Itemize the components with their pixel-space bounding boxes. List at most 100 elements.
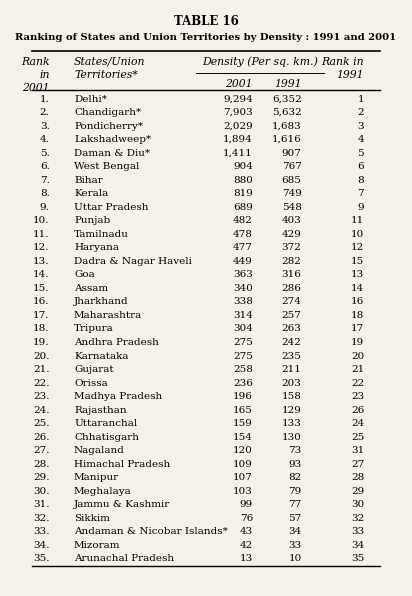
Text: 35.: 35. <box>33 554 50 563</box>
Text: 26: 26 <box>351 406 364 415</box>
Text: 13.: 13. <box>33 257 50 266</box>
Text: 282: 282 <box>282 257 302 266</box>
Text: 5,632: 5,632 <box>272 108 302 117</box>
Text: 29.: 29. <box>33 473 50 482</box>
Text: Punjab: Punjab <box>74 216 110 225</box>
Text: 2,029: 2,029 <box>223 122 253 131</box>
Text: States/Union: States/Union <box>74 57 145 67</box>
Text: 363: 363 <box>233 271 253 280</box>
Text: Delhi*: Delhi* <box>74 95 107 104</box>
Text: 372: 372 <box>282 243 302 252</box>
Text: 17.: 17. <box>33 311 50 320</box>
Text: 819: 819 <box>233 189 253 198</box>
Text: 9.: 9. <box>40 203 50 212</box>
Text: 477: 477 <box>233 243 253 252</box>
Text: 749: 749 <box>282 189 302 198</box>
Text: 27.: 27. <box>33 446 50 455</box>
Text: 27: 27 <box>351 460 364 468</box>
Text: Madhya Pradesh: Madhya Pradesh <box>74 392 162 401</box>
Text: 258: 258 <box>233 365 253 374</box>
Text: 1991: 1991 <box>337 70 364 80</box>
Text: 73: 73 <box>288 446 302 455</box>
Text: 28.: 28. <box>33 460 50 468</box>
Text: 13: 13 <box>351 271 364 280</box>
Text: Rank: Rank <box>21 57 50 67</box>
Text: 1: 1 <box>358 95 364 104</box>
Text: 28: 28 <box>351 473 364 482</box>
Text: Territories*: Territories* <box>74 70 138 80</box>
Text: Uttar Pradesh: Uttar Pradesh <box>74 203 148 212</box>
Text: Karnataka: Karnataka <box>74 352 129 361</box>
Text: 17: 17 <box>351 324 364 333</box>
Text: West Bengal: West Bengal <box>74 162 139 171</box>
Text: 7.: 7. <box>40 176 50 185</box>
Text: 235: 235 <box>282 352 302 361</box>
Text: Pondicherry*: Pondicherry* <box>74 122 143 131</box>
Text: 286: 286 <box>282 284 302 293</box>
Text: Haryana: Haryana <box>74 243 119 252</box>
Text: 8: 8 <box>358 176 364 185</box>
Text: 33: 33 <box>351 527 364 536</box>
Text: Chhatisgarh: Chhatisgarh <box>74 433 139 442</box>
Text: 9,294: 9,294 <box>223 95 253 104</box>
Text: 1991: 1991 <box>274 79 302 89</box>
Text: 109: 109 <box>233 460 253 468</box>
Text: 236: 236 <box>233 378 253 387</box>
Text: 4: 4 <box>358 135 364 144</box>
Text: 6.: 6. <box>40 162 50 171</box>
Text: Mizoram: Mizoram <box>74 541 120 550</box>
Text: 11.: 11. <box>33 230 50 239</box>
Text: 2001: 2001 <box>225 79 253 89</box>
Text: Goa: Goa <box>74 271 95 280</box>
Text: 274: 274 <box>282 297 302 306</box>
Text: 880: 880 <box>233 176 253 185</box>
Text: Chandigarh*: Chandigarh* <box>74 108 141 117</box>
Text: 275: 275 <box>233 338 253 347</box>
Text: Himachal Pradesh: Himachal Pradesh <box>74 460 170 468</box>
Text: 304: 304 <box>233 324 253 333</box>
Text: 196: 196 <box>233 392 253 401</box>
Text: Rajasthan: Rajasthan <box>74 406 126 415</box>
Text: Maharashtra: Maharashtra <box>74 311 142 320</box>
Text: 31: 31 <box>351 446 364 455</box>
Text: 16: 16 <box>351 297 364 306</box>
Text: Gujarat: Gujarat <box>74 365 114 374</box>
Text: 165: 165 <box>233 406 253 415</box>
Text: Arunachal Pradesh: Arunachal Pradesh <box>74 554 174 563</box>
Text: 4.: 4. <box>40 135 50 144</box>
Text: 907: 907 <box>282 148 302 157</box>
Text: 6: 6 <box>358 162 364 171</box>
Text: Meghalaya: Meghalaya <box>74 487 132 496</box>
Text: 449: 449 <box>233 257 253 266</box>
Text: 32: 32 <box>351 514 364 523</box>
Text: 76: 76 <box>240 514 253 523</box>
Text: 22: 22 <box>351 378 364 387</box>
Text: 107: 107 <box>233 473 253 482</box>
Text: 2.: 2. <box>40 108 50 117</box>
Text: 20.: 20. <box>33 352 50 361</box>
Text: Sikkim: Sikkim <box>74 514 110 523</box>
Text: 3.: 3. <box>40 122 50 131</box>
Text: 21: 21 <box>351 365 364 374</box>
Text: 689: 689 <box>233 203 253 212</box>
Text: 275: 275 <box>233 352 253 361</box>
Text: 24: 24 <box>351 419 364 428</box>
Text: 211: 211 <box>282 365 302 374</box>
Text: 3: 3 <box>358 122 364 131</box>
Text: 13: 13 <box>240 554 253 563</box>
Text: 19.: 19. <box>33 338 50 347</box>
Text: Nagaland: Nagaland <box>74 446 125 455</box>
Text: Lakshadweep*: Lakshadweep* <box>74 135 151 144</box>
Text: 15.: 15. <box>33 284 50 293</box>
Text: 82: 82 <box>288 473 302 482</box>
Text: 7,903: 7,903 <box>223 108 253 117</box>
Text: 548: 548 <box>282 203 302 212</box>
Text: 338: 338 <box>233 297 253 306</box>
Text: 482: 482 <box>233 216 253 225</box>
Text: Jharkhand: Jharkhand <box>74 297 129 306</box>
Text: 31.: 31. <box>33 500 50 510</box>
Text: 154: 154 <box>233 433 253 442</box>
Text: 20: 20 <box>351 352 364 361</box>
Text: Kerala: Kerala <box>74 189 108 198</box>
Text: 57: 57 <box>288 514 302 523</box>
